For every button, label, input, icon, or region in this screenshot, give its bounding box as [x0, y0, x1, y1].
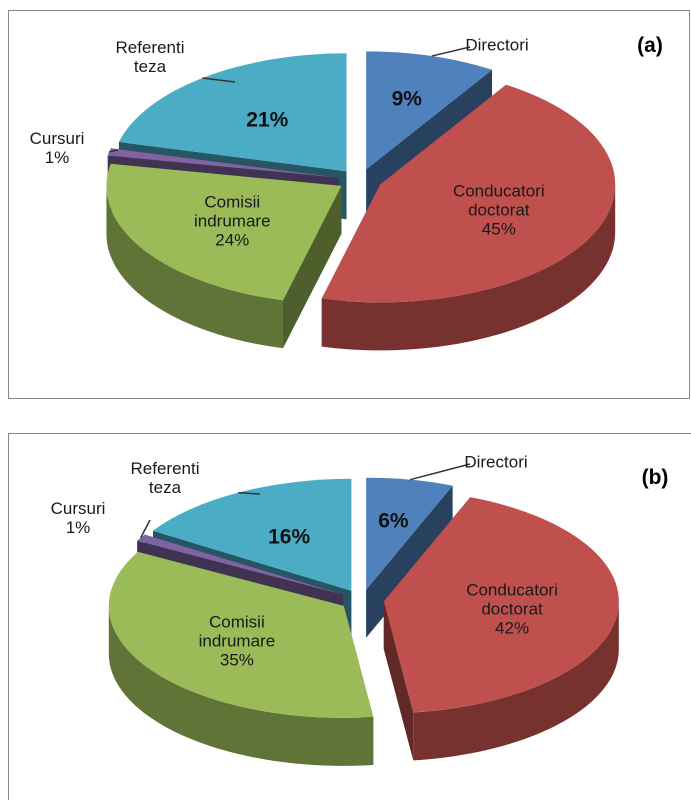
slice-top [137, 534, 344, 595]
slice-top [321, 84, 616, 303]
slice [383, 497, 619, 761]
category-label: Conducatori doctorat [466, 580, 558, 619]
slice-top [118, 53, 347, 172]
outside-label: Directori [447, 36, 547, 55]
value-label: 45% [481, 219, 516, 239]
panel-border [8, 433, 691, 800]
slice-label: Conducatori doctorat 45% [444, 182, 554, 239]
leader-line [238, 491, 261, 495]
slice [108, 551, 374, 766]
category-label: Referenti teza [115, 38, 185, 76]
value-label: 16% [268, 525, 311, 549]
outside-label: Cursuri 1% [38, 499, 118, 537]
outside-label: Referenti teza [110, 38, 190, 76]
category-label: Comisii indrumare [198, 612, 276, 651]
slice-side [413, 601, 619, 761]
category-label: Cursuri [29, 129, 85, 148]
chart-title: (b) [641, 466, 669, 489]
panel-border [8, 10, 690, 399]
value-label: 24% [215, 230, 250, 250]
category-label: Directori [464, 452, 528, 472]
category-label: Cursuri [50, 499, 106, 518]
slice-top [108, 551, 374, 718]
slice-side [321, 184, 616, 351]
leader-line [409, 463, 471, 481]
outside-label: Cursuri 1% [17, 129, 97, 167]
slice-top [152, 478, 352, 591]
value-label: 21% [246, 108, 289, 132]
slice [106, 163, 342, 349]
slice-top [366, 51, 493, 170]
value-label: 9% [391, 87, 422, 111]
category-label: Directori [465, 35, 529, 55]
slice-label: Conducatori doctorat 42% [457, 581, 567, 638]
value-label: 42% [495, 618, 530, 638]
slice-top [366, 477, 453, 590]
value-label: 1% [44, 148, 70, 167]
outside-label: Directori [446, 453, 546, 472]
value-label: 6% [378, 509, 409, 533]
slice-top [106, 163, 342, 301]
slice-side [108, 605, 374, 766]
slice-label: Comisii indrumare 35% [187, 612, 287, 669]
category-label: Conducatori doctorat [452, 181, 545, 220]
leader-line [140, 519, 151, 538]
slice-side [106, 185, 283, 349]
category-label: Comisii indrumare [194, 192, 271, 231]
value-label: 35% [219, 650, 254, 670]
value-label: 1% [65, 518, 91, 537]
slice [321, 84, 616, 351]
category-label: Referenti teza [130, 459, 200, 497]
chart-title: (a) [637, 34, 663, 57]
slice-top [107, 148, 339, 178]
slice-wall [383, 601, 414, 761]
slice-label: Comisii indrumare 24% [182, 192, 282, 249]
leader-line [202, 77, 236, 83]
outside-label: Referenti teza [125, 459, 205, 497]
leader-line [431, 46, 471, 57]
leader-line [109, 149, 119, 153]
slice-top [383, 497, 619, 713]
